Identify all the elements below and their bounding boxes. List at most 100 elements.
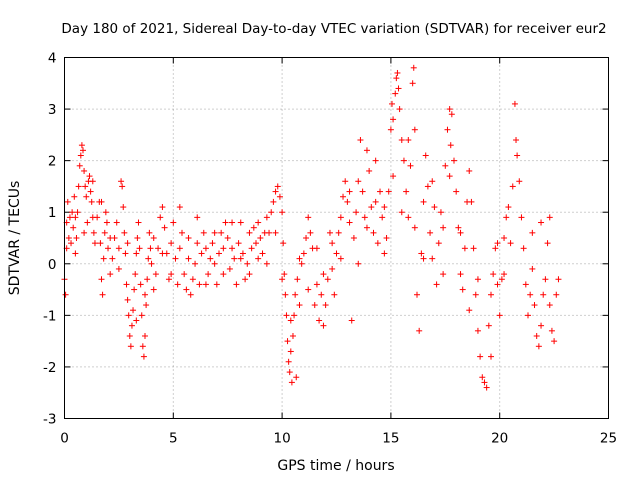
data-point xyxy=(514,152,521,159)
data-point xyxy=(161,224,168,231)
data-point xyxy=(255,255,262,262)
data-point xyxy=(381,204,388,211)
plot-frame xyxy=(64,57,609,419)
data-point xyxy=(311,302,318,309)
data-point xyxy=(70,224,77,231)
data-point xyxy=(150,286,157,293)
data-point xyxy=(246,229,253,236)
x-tick-label: 20 xyxy=(491,431,508,447)
data-point xyxy=(501,235,508,241)
data-point xyxy=(272,188,279,195)
data-point xyxy=(213,281,220,288)
data-point xyxy=(385,188,392,195)
data-point xyxy=(296,255,303,262)
data-point xyxy=(239,250,246,257)
data-point xyxy=(128,322,135,329)
data-point xyxy=(388,100,395,107)
data-point xyxy=(346,219,353,226)
data-point xyxy=(324,276,331,283)
data-point xyxy=(294,276,301,283)
data-point xyxy=(76,162,83,169)
data-point xyxy=(392,90,399,97)
data-point xyxy=(326,229,333,236)
data-point xyxy=(131,286,138,293)
data-point xyxy=(124,240,131,247)
data-point xyxy=(446,173,453,180)
data-point xyxy=(490,271,497,278)
data-point xyxy=(320,271,327,278)
data-point xyxy=(420,198,427,205)
data-point xyxy=(331,291,338,298)
data-point xyxy=(446,106,453,113)
data-point xyxy=(361,214,368,221)
data-point xyxy=(440,224,447,231)
data-point xyxy=(287,348,294,355)
data-point xyxy=(474,327,481,334)
data-point xyxy=(115,245,122,252)
data-point xyxy=(457,271,464,278)
data-point xyxy=(242,276,249,283)
data-point xyxy=(189,276,196,283)
data-point xyxy=(337,214,344,221)
data-point xyxy=(279,276,286,283)
data-point xyxy=(143,302,150,309)
data-point xyxy=(224,235,231,241)
data-point xyxy=(78,142,85,149)
data-point xyxy=(533,332,540,339)
data-point xyxy=(353,209,360,216)
data-point xyxy=(411,126,418,133)
data-point xyxy=(459,286,466,293)
data-point xyxy=(135,219,142,226)
data-point xyxy=(363,224,370,231)
data-point xyxy=(535,343,542,350)
data-point xyxy=(229,219,236,226)
axis-ticks xyxy=(64,57,609,419)
data-point xyxy=(126,332,133,339)
data-point xyxy=(546,214,553,221)
data-point xyxy=(431,204,438,211)
data-point xyxy=(72,250,79,257)
data-point xyxy=(130,307,137,314)
data-point xyxy=(118,178,125,185)
data-point xyxy=(207,255,214,262)
data-point xyxy=(424,183,431,190)
data-point xyxy=(396,106,403,113)
data-point xyxy=(72,214,79,221)
data-point xyxy=(395,85,402,92)
data-point xyxy=(283,312,290,319)
y-tick-label: -2 xyxy=(43,360,56,376)
data-point xyxy=(357,137,364,144)
data-point xyxy=(66,214,73,221)
data-point xyxy=(237,255,244,262)
data-point xyxy=(64,198,71,205)
data-point xyxy=(298,260,305,267)
data-point xyxy=(168,271,175,278)
data-point xyxy=(222,219,229,226)
data-point xyxy=(81,167,88,174)
data-point xyxy=(329,265,336,272)
data-point xyxy=(196,281,203,288)
data-point xyxy=(350,235,357,241)
data-point xyxy=(387,126,394,133)
data-point xyxy=(255,219,262,226)
data-point xyxy=(483,384,490,391)
data-point xyxy=(192,260,199,267)
data-point xyxy=(379,214,386,221)
data-point xyxy=(140,353,147,360)
data-point xyxy=(113,219,120,226)
data-point xyxy=(414,291,421,298)
data-point xyxy=(107,235,114,241)
data-point xyxy=(466,167,473,174)
data-point xyxy=(246,271,253,278)
data-point xyxy=(444,126,451,133)
data-point xyxy=(252,240,259,247)
data-point xyxy=(142,332,149,339)
data-point xyxy=(435,240,442,247)
data-point xyxy=(183,286,190,293)
data-point xyxy=(368,204,375,211)
data-point xyxy=(411,224,418,231)
data-point xyxy=(259,250,266,257)
data-point xyxy=(105,245,112,252)
data-point xyxy=(507,240,514,247)
x-tick-label: 25 xyxy=(600,431,617,447)
